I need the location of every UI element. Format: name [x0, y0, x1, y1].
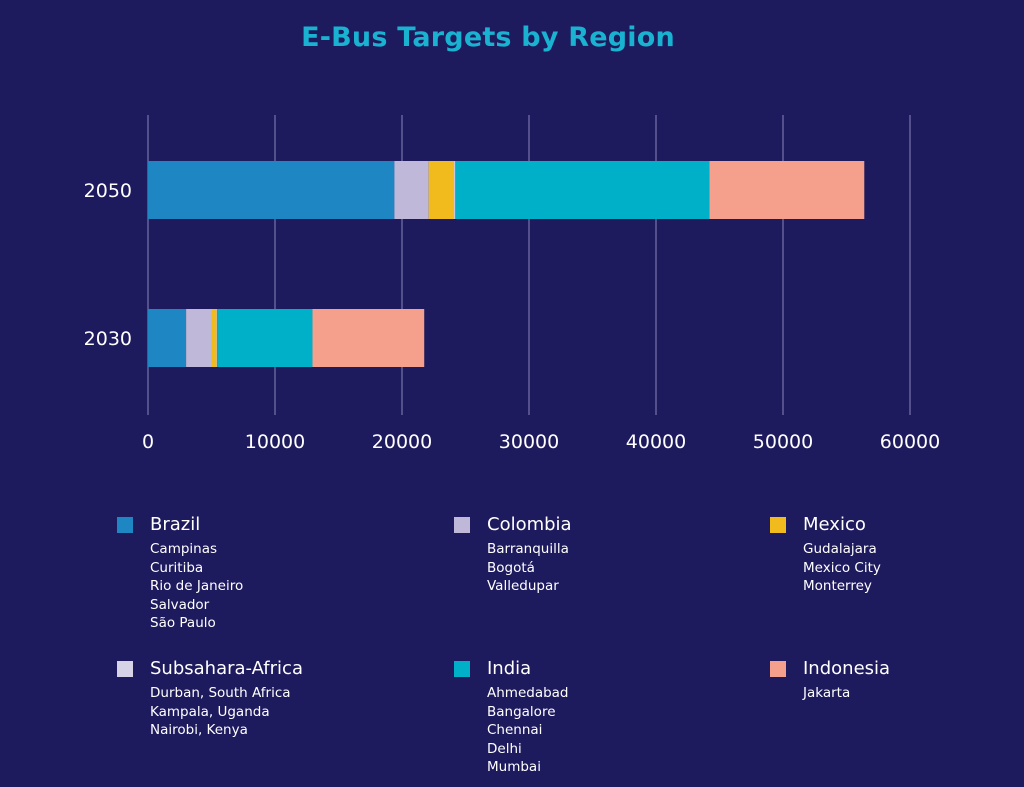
y-category-label: 2030: [84, 328, 132, 350]
bar-segment-subsahara-africa-2050: [454, 161, 456, 219]
x-tick-label: 60000: [880, 431, 940, 453]
legend-city-list: Ahmedabad Bangalore Chennai Delhi Mumbai: [487, 684, 569, 777]
legend-city: Durban, South Africa: [150, 685, 291, 701]
legend-city: Mexico City: [803, 559, 881, 576]
x-tick-label: 50000: [753, 431, 813, 453]
legend-city: Barranquilla: [487, 541, 569, 557]
legend-city: Curitiba: [150, 559, 204, 576]
bar-segment-mexico-2030: [211, 309, 217, 367]
legend-city: Valledupar: [487, 578, 559, 594]
bar-segment-subsahara-africa-2030: [216, 309, 218, 367]
legend-city-list: Gudalajara Mexico City Monterrey: [803, 540, 881, 596]
legend-city: Gudalajara: [803, 541, 877, 557]
legend-city: Bogotá: [487, 559, 535, 576]
chart-title: E-Bus Targets by Region: [301, 22, 675, 53]
x-tick-label: 40000: [626, 431, 686, 453]
legend-city-list: Durban, South Africa Kampala, Uganda Nairo…: [150, 684, 291, 740]
legend-label: Colombia: [487, 514, 572, 535]
x-tick-label: 20000: [372, 431, 432, 453]
legend-swatch: [770, 517, 786, 533]
legend-city: Campinas: [150, 541, 218, 557]
legend-city: Ahmedabad: [487, 685, 569, 701]
bar-segment-mexico-2050: [428, 161, 455, 219]
bar-segment-brazil-2030: [148, 309, 187, 367]
bar-chart: 0 10000 20000 30000 40000 50000 60000 2050 2030: [84, 115, 940, 453]
bar-segment-indonesia-2030: [312, 309, 425, 367]
legend-swatch: [454, 661, 470, 677]
legend-swatch: [770, 661, 786, 677]
bar-segment-india-2030: [217, 309, 313, 367]
legend-label: Mexico: [803, 514, 866, 535]
legend-city: Delhi: [487, 740, 522, 757]
legend-city-list: Jakarta: [803, 684, 850, 703]
bar-segment-colombia-2050: [394, 161, 429, 219]
legend-label: Brazil: [150, 514, 201, 535]
x-tick-label: 30000: [499, 431, 559, 453]
legend-label: India: [487, 658, 532, 679]
legend-city-list: Campinas Curitiba Rio de Janeiro Salvador Sã…: [150, 540, 243, 633]
x-tick-label: 0: [142, 431, 154, 453]
legend-label: Indonesia: [803, 658, 891, 679]
legend-swatch: [117, 517, 133, 533]
x-tick-label: 10000: [245, 431, 305, 453]
legend-city: Salvador: [150, 596, 210, 613]
legend-city: Rio de Janeiro: [150, 578, 244, 594]
y-category-label: 2050: [84, 180, 132, 202]
legend-city: Monterrey: [803, 578, 872, 594]
legend-city-list: Barranquilla Bogotá Valledupar: [487, 540, 569, 596]
legend-swatch: [454, 517, 470, 533]
legend-label: Subsahara-Africa: [150, 658, 303, 679]
legend-city: Nairobi, Kenya: [150, 722, 248, 738]
legend-city: Mumbai: [487, 759, 541, 775]
legend-swatch: [117, 661, 133, 677]
legend-city: Bangalore: [487, 703, 556, 720]
bar-segment-brazil-2050: [148, 161, 395, 219]
bar-segment-colombia-2030: [186, 309, 212, 367]
bar-segment-indonesia-2050: [709, 161, 865, 219]
legend-city: Kampala, Uganda: [150, 703, 270, 720]
legend-city: Jakarta: [803, 685, 851, 701]
bar-segment-india-2050: [455, 161, 710, 219]
legend-city: São Paulo: [150, 615, 216, 631]
legend-city: Chennai: [487, 722, 543, 738]
